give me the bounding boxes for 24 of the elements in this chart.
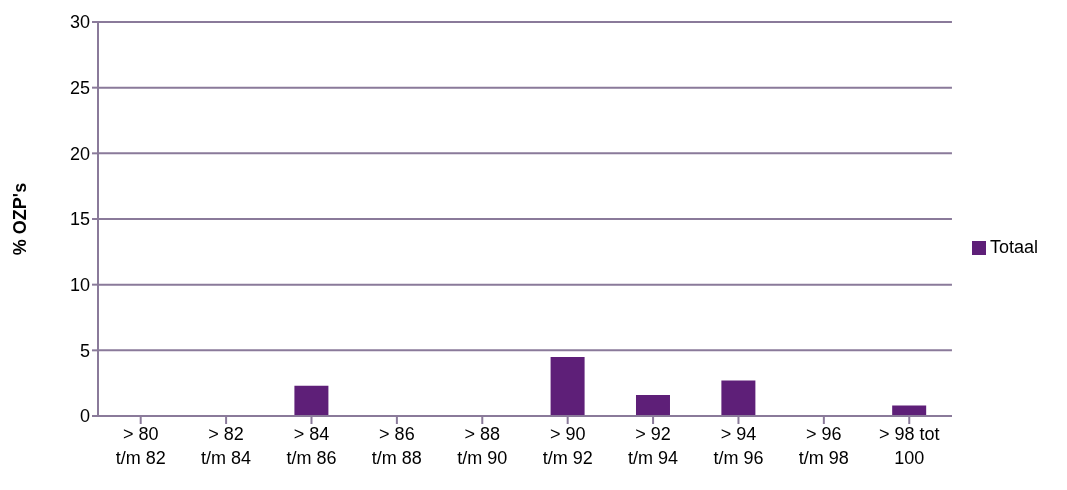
x-tick-label: > 92 t/m 94 [628, 424, 679, 468]
y-tick-label: 15 [69, 209, 90, 230]
y-tick-label: 5 [79, 340, 90, 361]
y-tick-label: 30 [69, 12, 90, 33]
x-tick-label: > 86 t/m 88 [371, 424, 422, 468]
bar [294, 385, 329, 416]
legend-label: Totaal [989, 236, 1038, 257]
x-tick-label: > 80 t/m 82 [115, 424, 166, 468]
x-tick-label: > 90 t/m 92 [542, 424, 593, 468]
y-tick-label: 25 [69, 78, 90, 99]
y-tick-label: 20 [69, 143, 90, 164]
x-tick-label: > 82 t/m 84 [201, 424, 252, 468]
y-tick-label: 10 [69, 275, 90, 296]
x-tick-label: > 94 t/m 96 [713, 424, 764, 468]
y-axis-title: % OZP's [10, 182, 31, 256]
bar [635, 394, 670, 416]
x-tick-label: > 98 tot 100 [878, 424, 940, 468]
bar [550, 356, 585, 416]
x-tick-label: > 96 t/m 98 [798, 424, 849, 468]
x-tick-label: > 84 t/m 86 [286, 424, 337, 468]
bar [721, 380, 756, 416]
x-tick-label: > 88 t/m 90 [457, 424, 508, 468]
bar [892, 405, 927, 416]
y-tick-label: 0 [79, 406, 90, 427]
